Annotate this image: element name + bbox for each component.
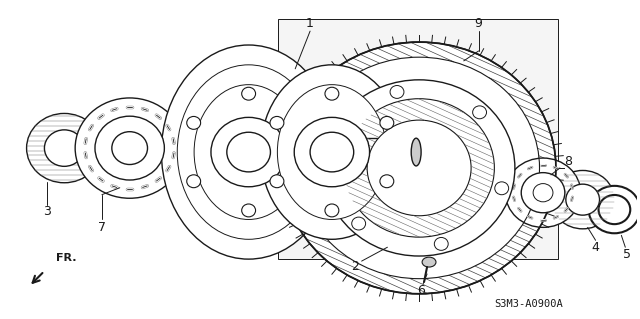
- Ellipse shape: [44, 130, 84, 166]
- Ellipse shape: [411, 138, 421, 166]
- Ellipse shape: [270, 116, 284, 129]
- Ellipse shape: [521, 173, 565, 213]
- Ellipse shape: [506, 158, 580, 227]
- Text: S3M3-A0900A: S3M3-A0900A: [494, 299, 563, 309]
- Ellipse shape: [390, 85, 404, 98]
- Ellipse shape: [187, 175, 200, 188]
- Ellipse shape: [161, 45, 336, 259]
- Text: 7: 7: [98, 221, 106, 234]
- Ellipse shape: [551, 170, 614, 229]
- Text: 1: 1: [306, 17, 314, 30]
- Ellipse shape: [75, 98, 184, 198]
- Ellipse shape: [296, 175, 310, 188]
- Ellipse shape: [194, 85, 303, 219]
- Ellipse shape: [310, 103, 330, 201]
- Ellipse shape: [227, 132, 271, 172]
- Ellipse shape: [533, 184, 553, 202]
- Text: 6: 6: [417, 284, 425, 297]
- Ellipse shape: [177, 65, 320, 239]
- Ellipse shape: [380, 116, 394, 129]
- Ellipse shape: [473, 106, 486, 119]
- Ellipse shape: [242, 204, 255, 217]
- Ellipse shape: [282, 42, 556, 294]
- Ellipse shape: [325, 87, 339, 100]
- Polygon shape: [278, 19, 558, 259]
- Ellipse shape: [310, 132, 354, 172]
- Ellipse shape: [187, 116, 200, 129]
- Ellipse shape: [344, 99, 494, 237]
- Ellipse shape: [323, 80, 515, 256]
- Ellipse shape: [296, 116, 310, 129]
- Ellipse shape: [211, 117, 286, 187]
- Ellipse shape: [277, 85, 387, 219]
- Ellipse shape: [27, 114, 102, 183]
- Ellipse shape: [95, 116, 164, 180]
- Text: 2: 2: [351, 260, 358, 272]
- Ellipse shape: [566, 184, 600, 215]
- Ellipse shape: [260, 65, 403, 239]
- Ellipse shape: [242, 87, 255, 100]
- Ellipse shape: [367, 120, 471, 216]
- Text: 5: 5: [623, 248, 631, 261]
- Text: FR.: FR.: [56, 253, 77, 263]
- Text: 3: 3: [44, 205, 51, 218]
- Text: 9: 9: [475, 17, 483, 30]
- Text: 4: 4: [591, 241, 600, 254]
- Ellipse shape: [352, 217, 365, 230]
- Ellipse shape: [422, 257, 436, 267]
- Ellipse shape: [380, 175, 394, 188]
- Ellipse shape: [495, 182, 509, 195]
- Ellipse shape: [330, 141, 344, 154]
- Ellipse shape: [598, 195, 630, 224]
- Ellipse shape: [589, 186, 640, 233]
- Ellipse shape: [294, 117, 369, 187]
- Ellipse shape: [270, 175, 284, 188]
- Text: 8: 8: [564, 155, 572, 168]
- Ellipse shape: [435, 237, 448, 250]
- Ellipse shape: [112, 132, 147, 165]
- Ellipse shape: [325, 204, 339, 217]
